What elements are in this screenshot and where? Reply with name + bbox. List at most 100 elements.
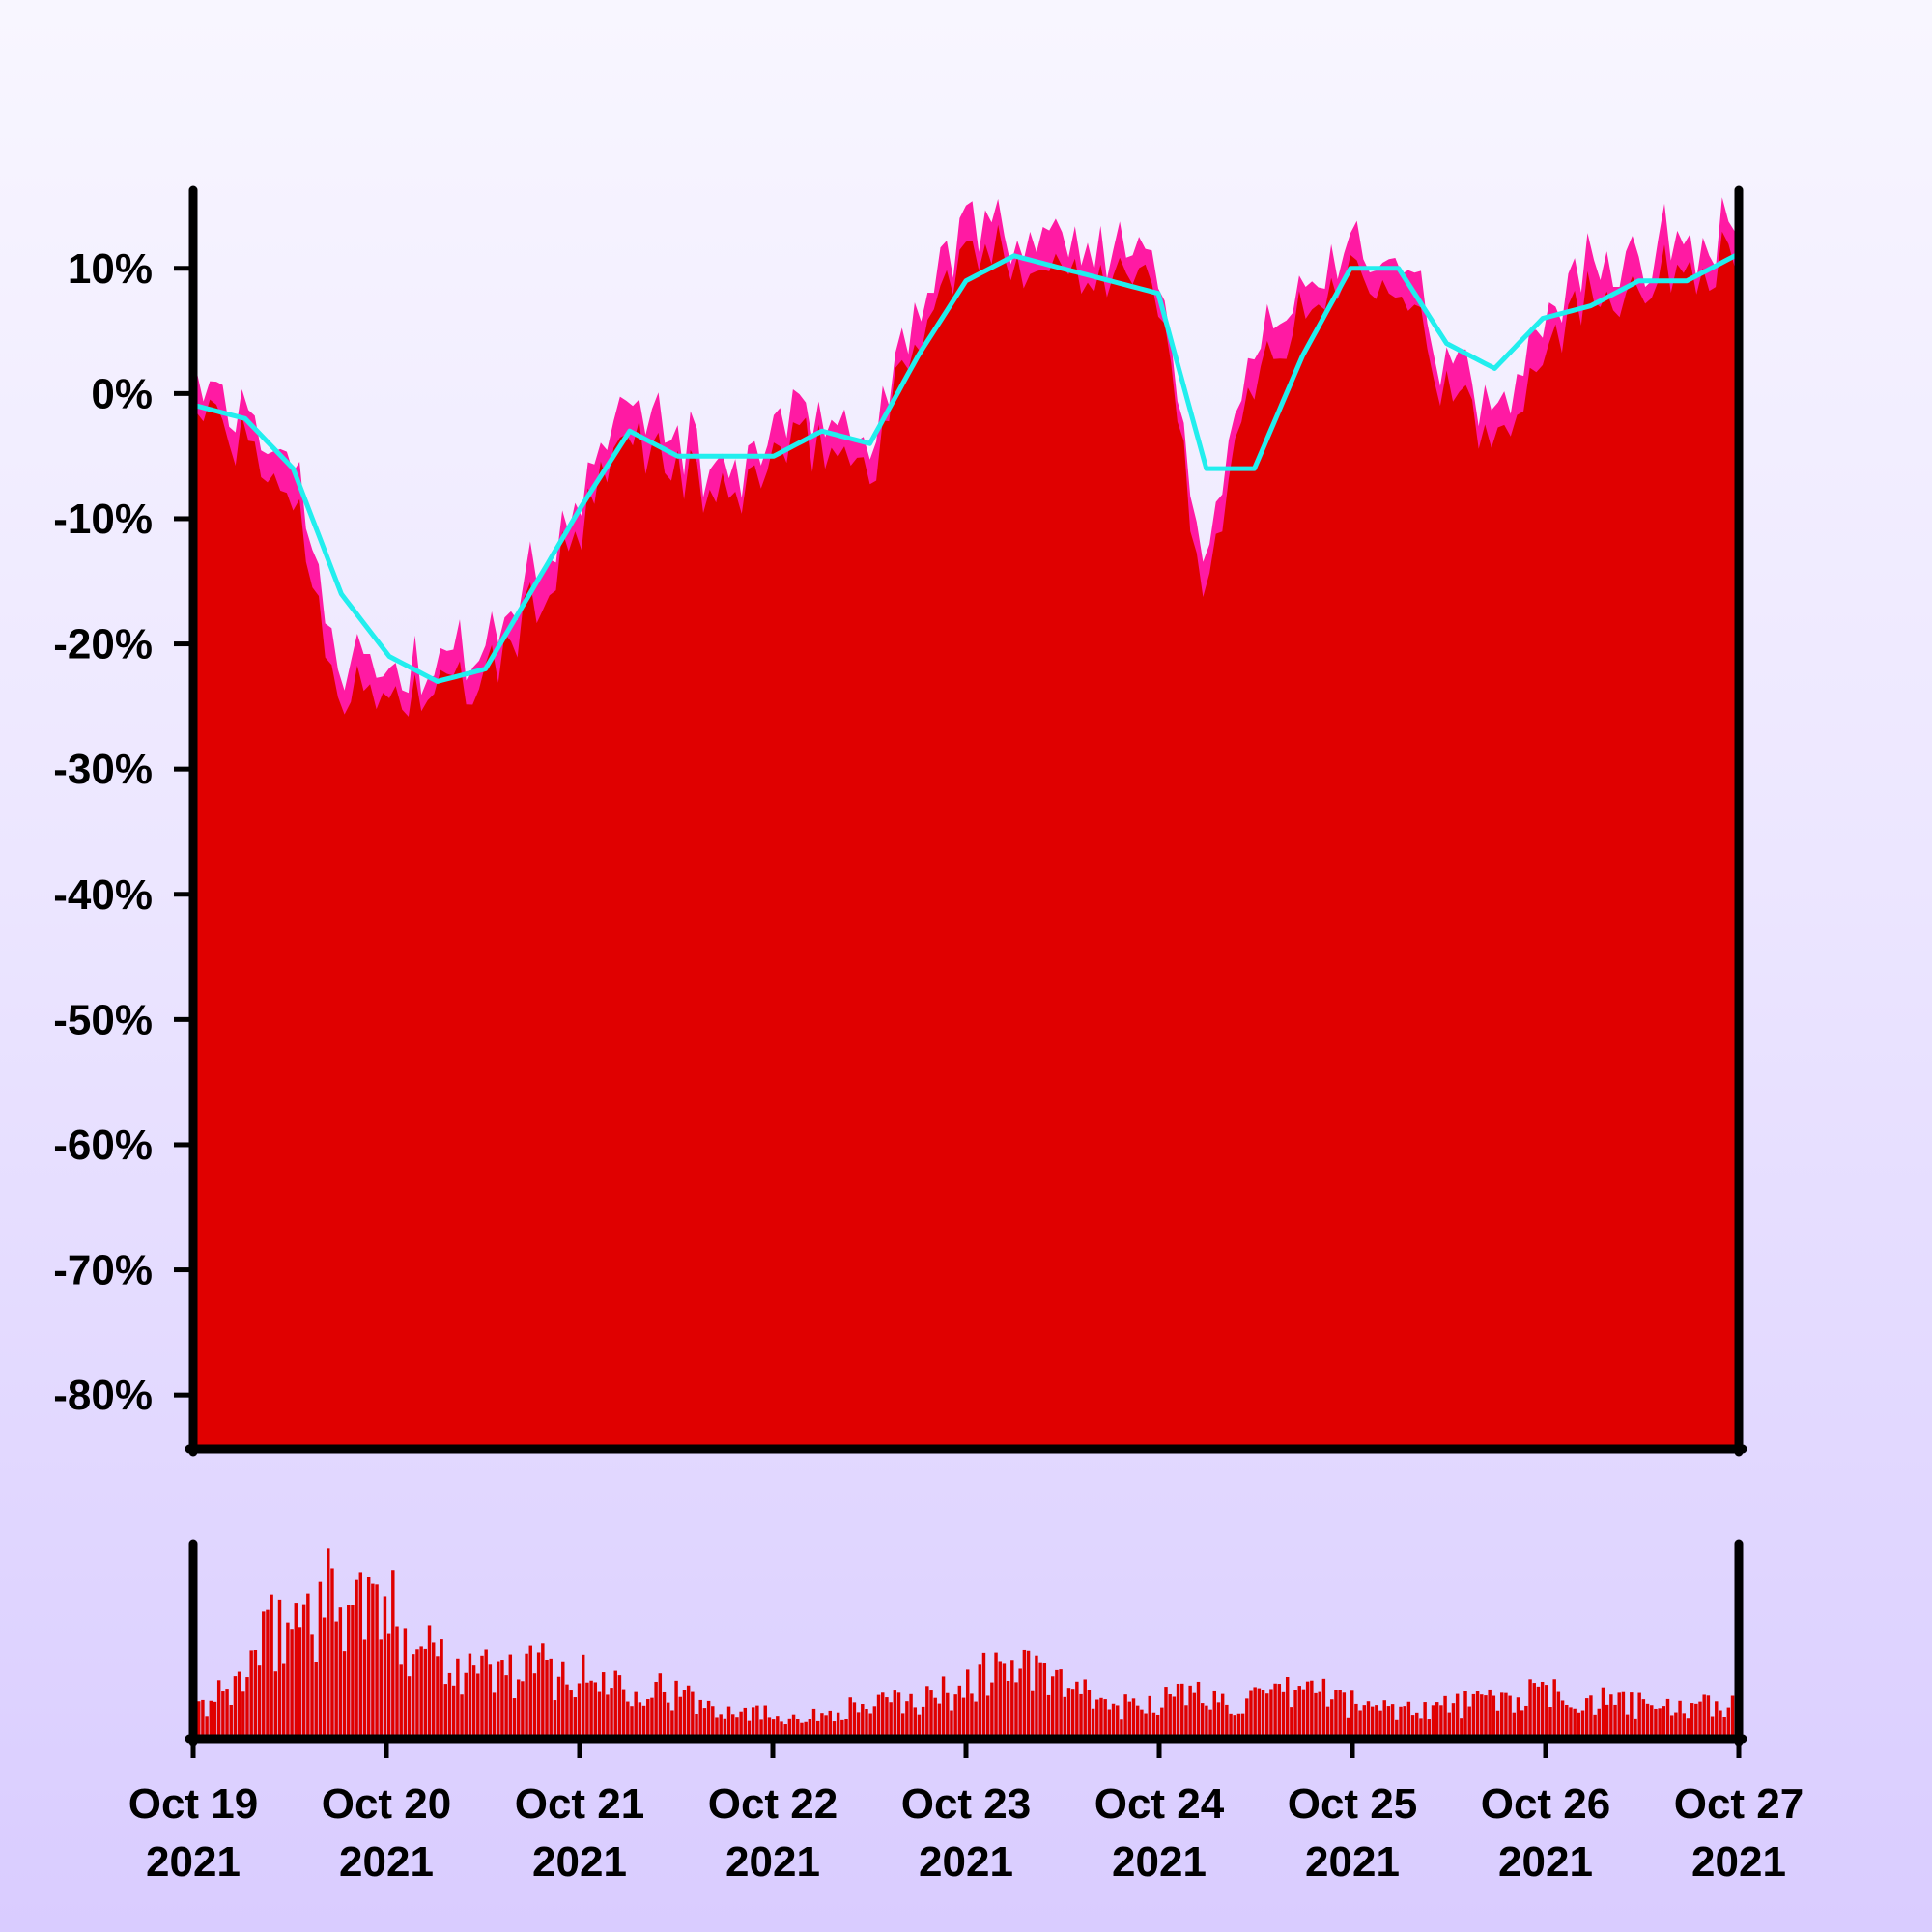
volume-bar xyxy=(1475,1691,1480,1735)
x-tick-label-date: Oct 26 xyxy=(1481,1780,1611,1828)
x-tick-label-date: Oct 19 xyxy=(128,1780,259,1828)
volume-bar xyxy=(994,1652,998,1735)
volume-bar xyxy=(306,1593,310,1735)
volume-bar xyxy=(747,1720,752,1735)
volume-bar xyxy=(861,1704,865,1735)
volume-bar xyxy=(695,1714,698,1735)
volume-bar xyxy=(946,1692,950,1735)
y-tick-label: -10% xyxy=(53,496,153,543)
moving-average-line xyxy=(194,253,1738,684)
volume-bar xyxy=(1435,1702,1439,1735)
volume-bar xyxy=(1192,1692,1197,1735)
volume-bar xyxy=(334,1621,338,1735)
volume-bar xyxy=(301,1604,306,1735)
volume-bar xyxy=(1674,1712,1678,1735)
volume-bar xyxy=(917,1714,922,1735)
price-area-chart: 10% 0% -10% -20% -30% -40% -50% -60% -70% -80% xyxy=(53,185,1747,1457)
volume-bar xyxy=(338,1607,343,1735)
volume-bar xyxy=(464,1672,468,1735)
volume-bar xyxy=(957,1685,962,1735)
volume-bar xyxy=(1471,1693,1476,1735)
volume-bar xyxy=(395,1626,399,1735)
volume-bar xyxy=(881,1692,885,1735)
volume-bar xyxy=(1245,1698,1249,1735)
volume-bar xyxy=(961,1697,966,1735)
volume-bar xyxy=(415,1649,419,1735)
volume-bar xyxy=(593,1682,598,1735)
volume-bar xyxy=(1548,1707,1552,1735)
volume-bar xyxy=(347,1605,351,1735)
x-tick-label-year: 2021 xyxy=(1112,1838,1207,1886)
volume-bar xyxy=(362,1639,367,1735)
volume-bar xyxy=(723,1718,727,1735)
volume-bar xyxy=(1516,1697,1520,1735)
volume-bar xyxy=(844,1719,848,1735)
volume-bar xyxy=(1091,1708,1095,1735)
y-tick-label: 0% xyxy=(91,370,153,417)
volume-bar xyxy=(601,1672,606,1735)
volume-bar xyxy=(1087,1690,1092,1735)
volume-bar xyxy=(1220,1693,1225,1735)
volume-bar xyxy=(780,1721,783,1735)
volume-bar xyxy=(403,1628,408,1735)
x-tick-label-date: Oct 23 xyxy=(901,1780,1032,1828)
volume-bar xyxy=(460,1694,464,1735)
x-tick-label-year: 2021 xyxy=(725,1838,820,1886)
volume-bar xyxy=(431,1642,436,1735)
volume-bar xyxy=(213,1701,217,1735)
volume-bar xyxy=(1601,1687,1605,1735)
y-tick-label: -30% xyxy=(53,746,153,793)
volume-bar xyxy=(1358,1710,1362,1735)
volume-bar xyxy=(1346,1717,1350,1735)
x-axis-ticks: Oct 19 2021 Oct 20 2021 Oct 21 2021 Oct 22 2021… xyxy=(128,1743,1804,1886)
volume-bar xyxy=(1006,1680,1010,1735)
volume-bar xyxy=(787,1718,792,1735)
volume-bar xyxy=(852,1702,857,1735)
volume-bar xyxy=(865,1709,868,1735)
volume-bar xyxy=(1111,1703,1116,1735)
volume-bar xyxy=(1120,1719,1123,1735)
volume-bar xyxy=(314,1662,318,1735)
volume-bar xyxy=(322,1617,327,1735)
volume-bar xyxy=(233,1676,238,1735)
volume-bar xyxy=(1285,1677,1290,1735)
volume-bar xyxy=(1467,1706,1471,1735)
volume-bar xyxy=(1188,1685,1192,1735)
volume-bar xyxy=(1144,1713,1148,1735)
volume-bar xyxy=(1625,1714,1630,1735)
volume-bar xyxy=(691,1691,695,1735)
volume-bar xyxy=(1046,1694,1051,1735)
x-tick-label-date: Oct 22 xyxy=(708,1780,838,1828)
volume-bar xyxy=(216,1680,221,1735)
y-tick-label: -20% xyxy=(53,621,153,668)
volume-bar xyxy=(1375,1705,1378,1735)
volume-bar xyxy=(1419,1718,1423,1735)
volume-bar xyxy=(209,1700,213,1735)
volume-bar xyxy=(589,1680,593,1735)
volume-bar xyxy=(1257,1688,1262,1735)
volume-bar xyxy=(905,1701,909,1735)
x-tick-label-year: 2021 xyxy=(146,1838,241,1886)
volume-bar xyxy=(1200,1703,1205,1735)
volume-bar xyxy=(366,1577,371,1735)
volume-bar xyxy=(735,1717,739,1735)
volume-bar xyxy=(719,1714,723,1735)
volume-bar xyxy=(1127,1701,1132,1735)
volume-bar xyxy=(686,1685,691,1735)
volume-bar xyxy=(1277,1684,1282,1735)
volume-bar xyxy=(613,1670,617,1735)
volume-bar xyxy=(767,1717,772,1735)
volume-bar xyxy=(1556,1691,1561,1735)
volume-bar xyxy=(893,1690,897,1735)
volume-bar xyxy=(974,1701,978,1735)
y-axis-ticks: 10% 0% -10% -20% -30% -40% -50% -60% -70% -80% xyxy=(53,245,189,1419)
volume-bar xyxy=(1321,1678,1326,1735)
volume-bar xyxy=(1261,1690,1265,1735)
volume-bar xyxy=(1662,1706,1666,1735)
volume-bar xyxy=(1168,1694,1172,1735)
volume-bar xyxy=(375,1584,379,1735)
volume-bar xyxy=(776,1716,780,1735)
volume-bar xyxy=(1386,1706,1391,1735)
volume-bar xyxy=(1233,1715,1236,1735)
volume-bar xyxy=(739,1711,743,1735)
